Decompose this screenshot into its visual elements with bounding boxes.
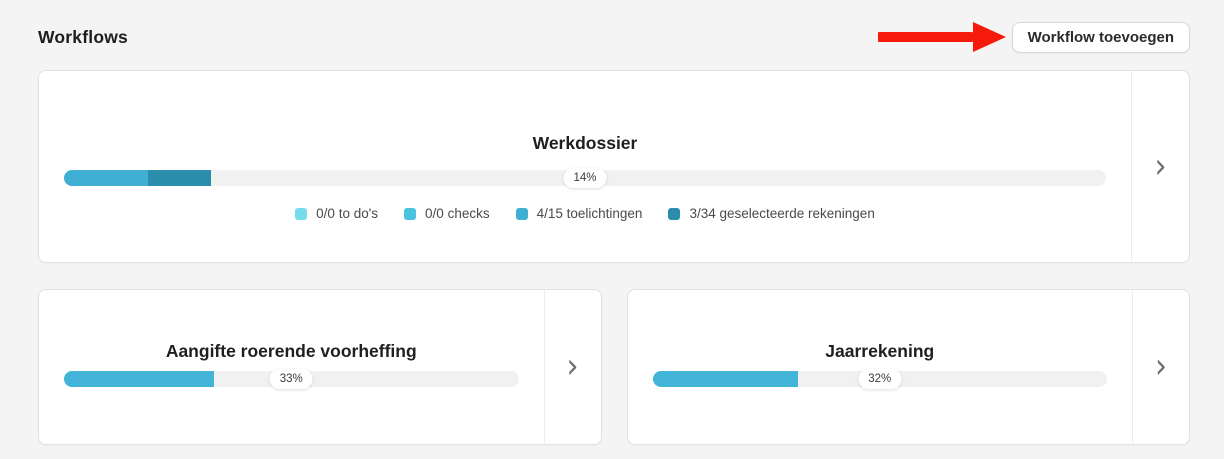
legend-swatch-icon <box>668 207 681 220</box>
workflow-cards-row: Aangifte roerende voorheffing 33% › Jaar… <box>38 289 1190 445</box>
page-title: Workflows <box>38 26 128 47</box>
chevron-right-icon: › <box>1154 145 1167 187</box>
progress-percent-badge: 32% <box>858 369 902 389</box>
progress-bar: 33% <box>64 369 519 389</box>
progress-legend: 0/0 to do's 0/0 checks 4/15 toelichtinge… <box>295 206 875 221</box>
chevron-right-icon: › <box>566 346 579 387</box>
annotation-arrow-icon <box>877 22 1006 52</box>
workflow-card-content: Jaarrekening 32% <box>628 290 1133 444</box>
arrow-shaft <box>877 32 973 42</box>
workflow-card-aangifte-roerende-voorheffing[interactable]: Aangifte roerende voorheffing 33% › <box>38 289 602 445</box>
workflow-title: Aangifte roerende voorheffing <box>165 341 417 361</box>
legend-item-checks: 0/0 checks <box>404 206 490 221</box>
add-workflow-button[interactable]: Workflow toevoegen <box>1011 21 1190 53</box>
workflow-card-content: Aangifte roerende voorheffing 33% <box>39 290 544 444</box>
progress-fill <box>64 371 214 387</box>
progress-segment-rekeningen <box>148 170 211 186</box>
workflows-page: Workflows Workflow toevoegen Werkdossier… <box>38 0 1190 445</box>
workflow-card-content: Werkdossier 14% 0/0 to do's 0/0 checks <box>39 71 1131 262</box>
workflow-card-werkdossier[interactable]: Werkdossier 14% 0/0 to do's 0/0 checks <box>38 70 1190 263</box>
header-actions: Workflow toevoegen <box>877 21 1190 53</box>
open-workflow-button[interactable]: › <box>1132 290 1189 444</box>
legend-item-rekeningen: 3/34 geselecteerde rekeningen <box>668 206 875 221</box>
open-workflow-button[interactable]: › <box>1131 71 1189 262</box>
progress-percent-badge: 33% <box>269 369 313 389</box>
legend-label: 0/0 checks <box>425 206 490 221</box>
legend-swatch-icon <box>404 207 417 220</box>
workflow-title: Jaarrekening <box>825 341 935 361</box>
progress-fill <box>652 371 798 387</box>
workflow-title: Werkdossier <box>532 133 638 153</box>
page-header: Workflows Workflow toevoegen <box>38 0 1190 53</box>
progress-percent-badge: 14% <box>563 168 607 188</box>
legend-label: 4/15 toelichtingen <box>536 206 643 221</box>
workflow-card-jaarrekening[interactable]: Jaarrekening 32% › <box>626 289 1190 445</box>
legend-item-todos: 0/0 to do's <box>295 206 378 221</box>
legend-label: 3/34 geselecteerde rekeningen <box>689 206 875 221</box>
arrow-head <box>972 22 1006 52</box>
open-workflow-button[interactable]: › <box>543 290 601 444</box>
progress-bar: 32% <box>652 369 1107 389</box>
chevron-right-icon: › <box>1155 346 1167 387</box>
legend-swatch-icon <box>295 207 308 220</box>
legend-item-toelichtingen: 4/15 toelichtingen <box>515 206 643 221</box>
progress-segment-toelichtingen <box>64 170 149 186</box>
progress-bar: 14% <box>64 168 1106 188</box>
legend-swatch-icon <box>515 207 528 220</box>
legend-label: 0/0 to do's <box>316 206 379 221</box>
